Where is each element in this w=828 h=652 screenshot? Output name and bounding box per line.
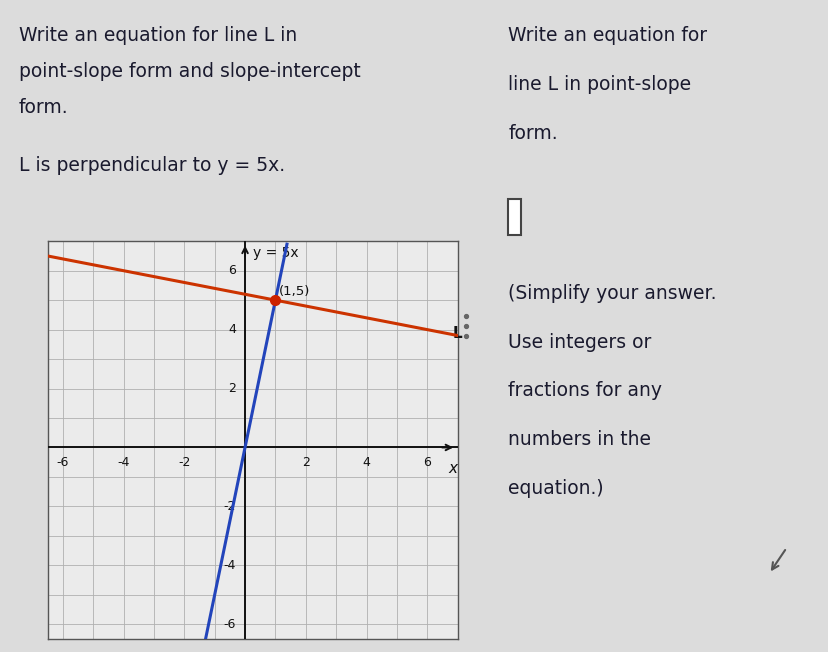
Text: -2: -2: [224, 500, 236, 513]
Text: (1,5): (1,5): [279, 285, 310, 298]
Text: equation.): equation.): [508, 479, 604, 498]
Text: L is perpendicular to y = 5x.: L is perpendicular to y = 5x.: [19, 156, 285, 175]
Text: 2: 2: [301, 456, 310, 469]
Text: point-slope form and slope-intercept: point-slope form and slope-intercept: [19, 62, 360, 81]
Text: Use integers or: Use integers or: [508, 333, 651, 351]
Text: fractions for any: fractions for any: [508, 381, 662, 400]
Text: form.: form.: [19, 98, 69, 117]
Text: 4: 4: [362, 456, 370, 469]
Text: (Simplify your answer.: (Simplify your answer.: [508, 284, 716, 303]
Bar: [508, 199, 520, 235]
Text: -2: -2: [178, 456, 190, 469]
Text: numbers in the: numbers in the: [508, 430, 651, 449]
Text: -6: -6: [56, 456, 69, 469]
Text: Write an equation for: Write an equation for: [508, 26, 706, 45]
Text: L: L: [453, 326, 462, 341]
Text: -4: -4: [224, 559, 236, 572]
Text: Write an equation for line L in: Write an equation for line L in: [19, 26, 297, 45]
Text: 6: 6: [423, 456, 431, 469]
Text: line L in point-slope: line L in point-slope: [508, 75, 691, 94]
Text: 4: 4: [228, 323, 236, 336]
Text: x: x: [448, 461, 457, 476]
Text: y = 5x: y = 5x: [253, 246, 298, 259]
Text: 6: 6: [228, 264, 236, 277]
Text: form.: form.: [508, 124, 557, 143]
Text: -6: -6: [224, 617, 236, 630]
Text: 2: 2: [228, 382, 236, 395]
Text: -4: -4: [118, 456, 130, 469]
